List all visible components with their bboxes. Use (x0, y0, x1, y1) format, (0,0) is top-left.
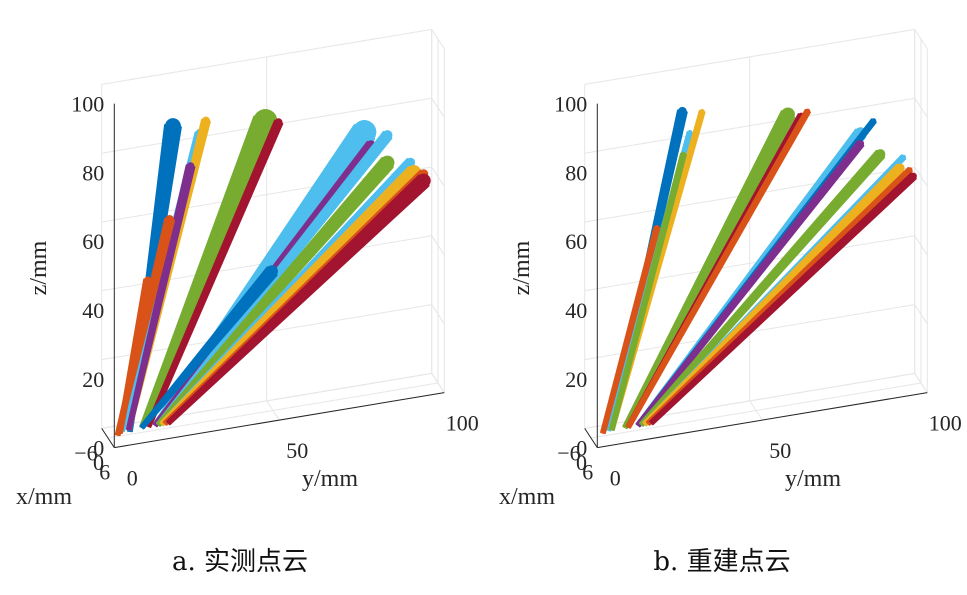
series-8-tip (352, 120, 377, 145)
series-16 (139, 266, 278, 430)
x-axis-line (101, 428, 115, 448)
series-15 (166, 174, 430, 426)
z-tick-label: 20 (82, 367, 104, 392)
y-axis-line (597, 392, 928, 449)
series-4 (600, 225, 661, 435)
z-tick-label: 20 (565, 367, 587, 392)
z-tick-label: 100 (71, 92, 104, 117)
z-axis-label: z/mm (509, 240, 535, 295)
series-5-tip (780, 107, 795, 122)
x-tick-label: −6 (74, 440, 97, 465)
series-0-tip (677, 106, 687, 116)
x-axis-label: x/mm (499, 484, 555, 510)
series-0-tip (164, 118, 181, 135)
series-11-tip (380, 155, 395, 170)
x-axis-line (584, 428, 598, 448)
series-7-tip (805, 108, 811, 114)
y-tick-label: 100 (446, 411, 479, 436)
series-3 (608, 152, 687, 431)
z-axis-label: z/mm (26, 240, 52, 295)
y-tick-label: 0 (610, 466, 621, 491)
series-10-tip (382, 130, 393, 141)
axes (584, 103, 928, 449)
panel-caption: a. 实测点云 (172, 547, 308, 577)
point-cloud-series (600, 106, 917, 435)
x-tick-label: 6 (582, 460, 593, 485)
z-tick-label: 40 (565, 298, 587, 323)
series-1-tip (687, 130, 693, 136)
z-tick-label: 80 (82, 160, 104, 185)
point-cloud-series (114, 109, 431, 437)
z-tick-label: 100 (554, 92, 587, 117)
z-tick-label: 0 (576, 436, 587, 461)
y-tick-label: 100 (929, 411, 962, 436)
series-2-tip (699, 109, 705, 115)
axes (101, 103, 445, 449)
series-7-tip (274, 118, 283, 127)
z-tick-label: 60 (565, 229, 587, 254)
y-tick-label: 50 (286, 438, 308, 463)
series-13-tip (895, 163, 905, 173)
y-axis-line (114, 392, 445, 449)
x-tick-label: 0 (93, 450, 104, 475)
series-5 (117, 278, 153, 435)
panel-caption: b. 重建点云 (653, 547, 790, 577)
y-tick-label: 0 (127, 466, 138, 491)
series-5-tip (144, 276, 152, 284)
z-tick-label: 80 (565, 160, 587, 185)
x-axis-label: x/mm (16, 484, 72, 510)
x-tick-label: 0 (576, 450, 587, 475)
series-14-tip (907, 167, 913, 173)
z-tick-label: 0 (93, 436, 104, 461)
x-tick-label: 6 (99, 460, 110, 485)
series-16-tip (265, 265, 278, 278)
series-11-tip (875, 149, 886, 160)
series-12-tip (900, 154, 906, 160)
z-tick-label: 40 (82, 298, 104, 323)
grid (584, 28, 928, 449)
z-tick-label: 60 (82, 229, 104, 254)
series-3-tip (680, 151, 686, 157)
series-12-tip (406, 157, 416, 167)
x-tick-label: −6 (557, 440, 580, 465)
series-10-tip (857, 140, 865, 148)
series-9-tip (871, 118, 877, 124)
series-15-tip (416, 173, 431, 188)
y-axis-label: y/mm (302, 466, 358, 492)
series-4-tip (654, 224, 660, 230)
series-3-tip (186, 162, 195, 171)
series-15-tip (909, 172, 917, 180)
series-11 (156, 157, 394, 427)
series-2-tip (201, 116, 210, 125)
series-4-tip (165, 215, 175, 225)
y-axis-label: y/mm (785, 466, 841, 492)
y-tick-label: 50 (769, 438, 791, 463)
